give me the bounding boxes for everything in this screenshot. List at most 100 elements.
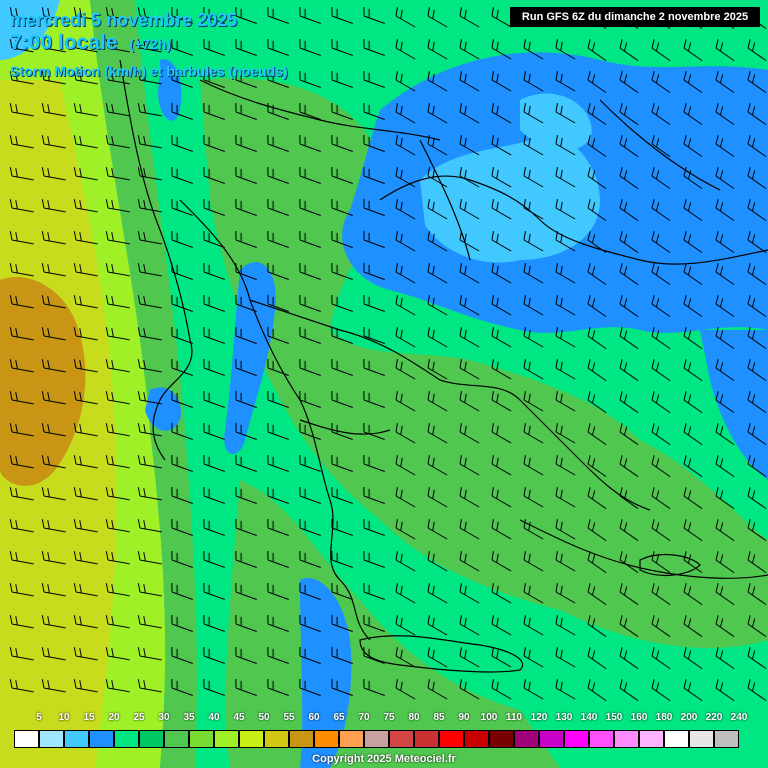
wind-barb: [491, 303, 512, 316]
wind-barb-feather: [651, 423, 655, 433]
wind-barb-feather: [688, 458, 692, 468]
wind-barb-feather: [523, 455, 526, 465]
wind-barb: [715, 335, 735, 350]
wind-barb-feather: [752, 458, 756, 468]
wind-barb-feather: [47, 72, 50, 82]
wind-barb-feather: [720, 42, 724, 52]
wind-barb-feather: [592, 682, 596, 692]
wind-barb: [651, 79, 671, 94]
wind-barb-feather: [395, 167, 398, 177]
wind-barb-feather: [459, 519, 462, 529]
wind-barb: [363, 431, 385, 440]
wind-barb-feather: [651, 39, 655, 49]
wind-barb: [331, 271, 353, 280]
wind-barb-feather: [79, 296, 82, 306]
wind-barb-feather: [523, 103, 526, 113]
wind-barb: [235, 559, 257, 568]
wind-barb-feather: [747, 391, 751, 401]
wind-barb: [427, 207, 448, 220]
wind-barb: [299, 175, 321, 184]
wind-barb: [395, 367, 416, 380]
wind-barb: [107, 463, 130, 469]
wind-barb-feather: [688, 42, 692, 52]
wind-barb-feather: [111, 616, 114, 626]
wind-barb: [139, 239, 162, 245]
wind-barb: [715, 431, 735, 446]
wind-barb: [491, 335, 512, 348]
wind-barb: [11, 111, 34, 117]
wind-barb-feather: [715, 647, 719, 657]
wind-barb: [235, 47, 257, 56]
wind-barb-feather: [105, 263, 109, 273]
wind-barb: [75, 79, 98, 85]
wind-barb-feather: [15, 584, 18, 594]
scale-label-90: 90: [458, 712, 470, 723]
wind-barb-feather: [688, 170, 692, 180]
wind-barb: [203, 239, 225, 248]
borders-5: [299, 419, 391, 435]
wind-barb: [171, 591, 193, 600]
wind-barb-feather: [41, 359, 45, 369]
wind-barb: [747, 591, 767, 606]
wind-barb: [203, 47, 225, 56]
wind-barb-feather: [555, 231, 558, 241]
wind-barb-feather: [560, 585, 563, 595]
wind-barb: [747, 175, 767, 190]
wind-barb-feather: [560, 329, 563, 339]
wind-barb-feather: [9, 487, 13, 497]
wind-barb-feather: [624, 682, 628, 692]
wind-barb-feather: [752, 522, 756, 532]
wind-barb: [331, 399, 353, 408]
wind-barb-feather: [624, 298, 628, 308]
wind-barb-feather: [651, 359, 655, 369]
wind-barb: [299, 303, 321, 312]
wind-barb-feather: [560, 393, 563, 403]
wind-barb: [171, 463, 193, 472]
wind-barb-feather: [624, 458, 628, 468]
wind-barb-feather: [715, 263, 719, 273]
wind-barb-feather: [47, 328, 50, 338]
wind-barb-feather: [715, 615, 719, 625]
wind-barb-feather: [111, 456, 114, 466]
wind-barb-feather: [715, 199, 719, 209]
wind-barb-feather: [137, 519, 141, 529]
wind-barb-feather: [528, 425, 531, 435]
wind-barb: [267, 303, 289, 312]
wind-barb: [363, 143, 385, 152]
wind-barb: [651, 271, 671, 286]
wind-barb-feather: [79, 680, 82, 690]
wind-barb-feather: [137, 487, 141, 497]
wind-barb-feather: [592, 202, 596, 212]
wind-barb: [203, 463, 225, 472]
wind-barb: [331, 591, 353, 600]
wind-barb-feather: [720, 458, 724, 468]
wind-barb-feather: [111, 584, 114, 594]
wind-barb-feather: [523, 39, 526, 49]
wind-barb-feather: [619, 455, 623, 465]
wind-barb-feather: [528, 233, 531, 243]
northeast-light-blue-2: [520, 93, 592, 151]
wind-barb-feather: [592, 298, 596, 308]
wind-barb-feather: [47, 104, 50, 114]
wind-barb: [395, 143, 416, 156]
wind-barb-feather: [464, 585, 467, 595]
wind-barb: [203, 79, 225, 88]
wind-barb: [523, 559, 544, 572]
wind-barb: [715, 175, 735, 190]
wind-barb: [747, 79, 767, 94]
wind-barb-feather: [747, 199, 751, 209]
wind-barb-feather: [528, 265, 531, 275]
wind-barb-feather: [15, 392, 18, 402]
wind-barb-feather: [528, 137, 531, 147]
wind-barb-feather: [747, 487, 751, 497]
wind-barb-feather: [427, 519, 430, 529]
wind-barb-feather: [395, 263, 398, 273]
wind-barb-feather: [528, 521, 531, 531]
wind-barb-feather: [496, 297, 499, 307]
wind-barb: [267, 47, 289, 56]
wind-barb: [139, 15, 162, 21]
wind-barb-feather: [73, 455, 77, 465]
wind-barb-feather: [464, 169, 467, 179]
wind-barb-feather: [15, 552, 18, 562]
wind-barb-feather: [496, 681, 499, 691]
